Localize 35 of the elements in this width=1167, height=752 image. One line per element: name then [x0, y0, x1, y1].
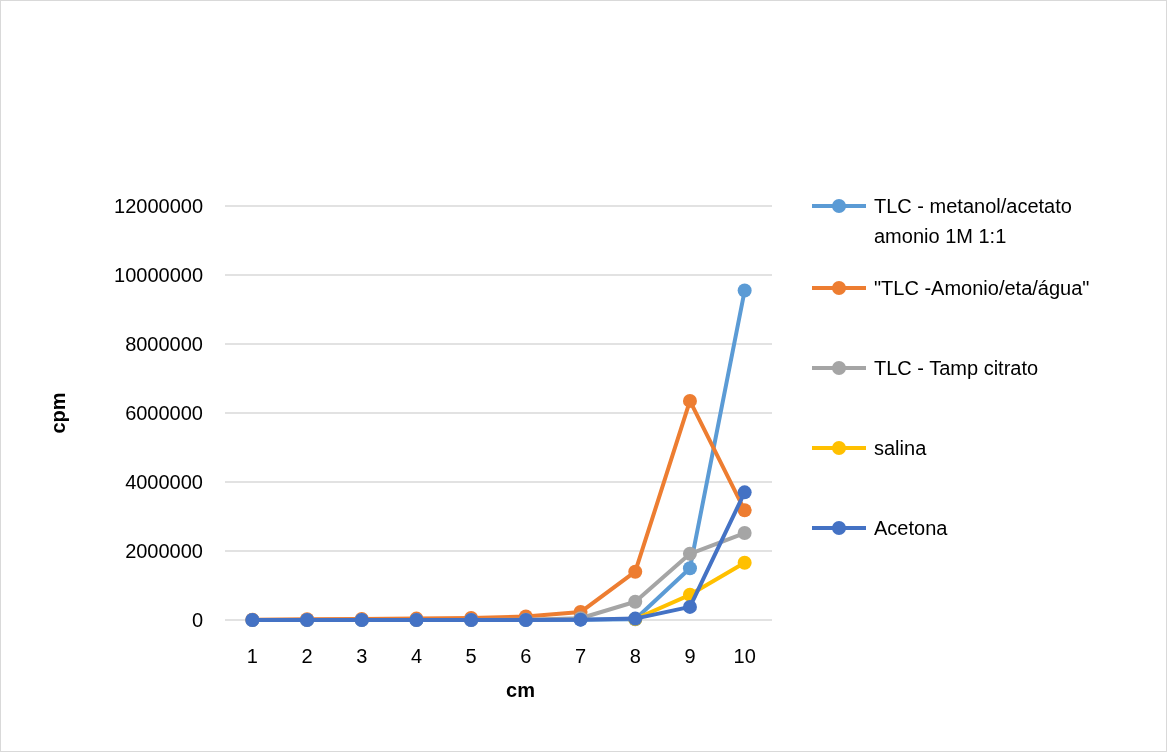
point	[628, 594, 643, 609]
x-tick-label: 9	[684, 645, 696, 667]
x-axis-title: cm	[506, 679, 535, 701]
y-tick-label: 12000000	[114, 195, 203, 217]
point	[682, 561, 697, 576]
x-tick-label: 10	[733, 645, 756, 667]
x-tick-label: 3	[356, 645, 368, 667]
y-tick-label: 4000000	[125, 471, 203, 493]
legend-label: TLC - Tamp citrato	[874, 357, 1039, 379]
point	[628, 564, 643, 579]
y-axis-title: cpm	[47, 392, 69, 434]
x-tick-label: 7	[574, 645, 587, 667]
point	[682, 546, 697, 561]
y-tick-label: 2000000	[125, 540, 203, 562]
y-tick-label: 10000000	[114, 264, 203, 286]
point	[737, 503, 752, 518]
x-tick-label: 4	[410, 645, 423, 667]
legend-label: TLC - metanol/acetato amonio 1M 1:1	[874, 195, 1072, 247]
point	[737, 555, 752, 570]
x-tick-label: 8	[629, 645, 641, 667]
point	[737, 283, 752, 298]
point	[737, 485, 752, 500]
x-tick-label: 1	[246, 645, 258, 667]
legend-label: salina	[874, 437, 928, 459]
y-tick-label: 8000000	[125, 333, 203, 355]
point	[737, 526, 752, 541]
y-tick-label: 6000000	[125, 402, 203, 424]
legend-label: "TLC -Amonio/eta/água"	[874, 277, 1090, 299]
x-tick-label: 6	[520, 645, 532, 667]
legend-label: Acetona	[874, 517, 949, 539]
point	[682, 599, 697, 614]
y-tick-label: 0	[191, 609, 203, 631]
x-tick-label: 5	[465, 645, 477, 667]
point	[682, 393, 697, 408]
x-tick-label: 2	[301, 645, 313, 667]
